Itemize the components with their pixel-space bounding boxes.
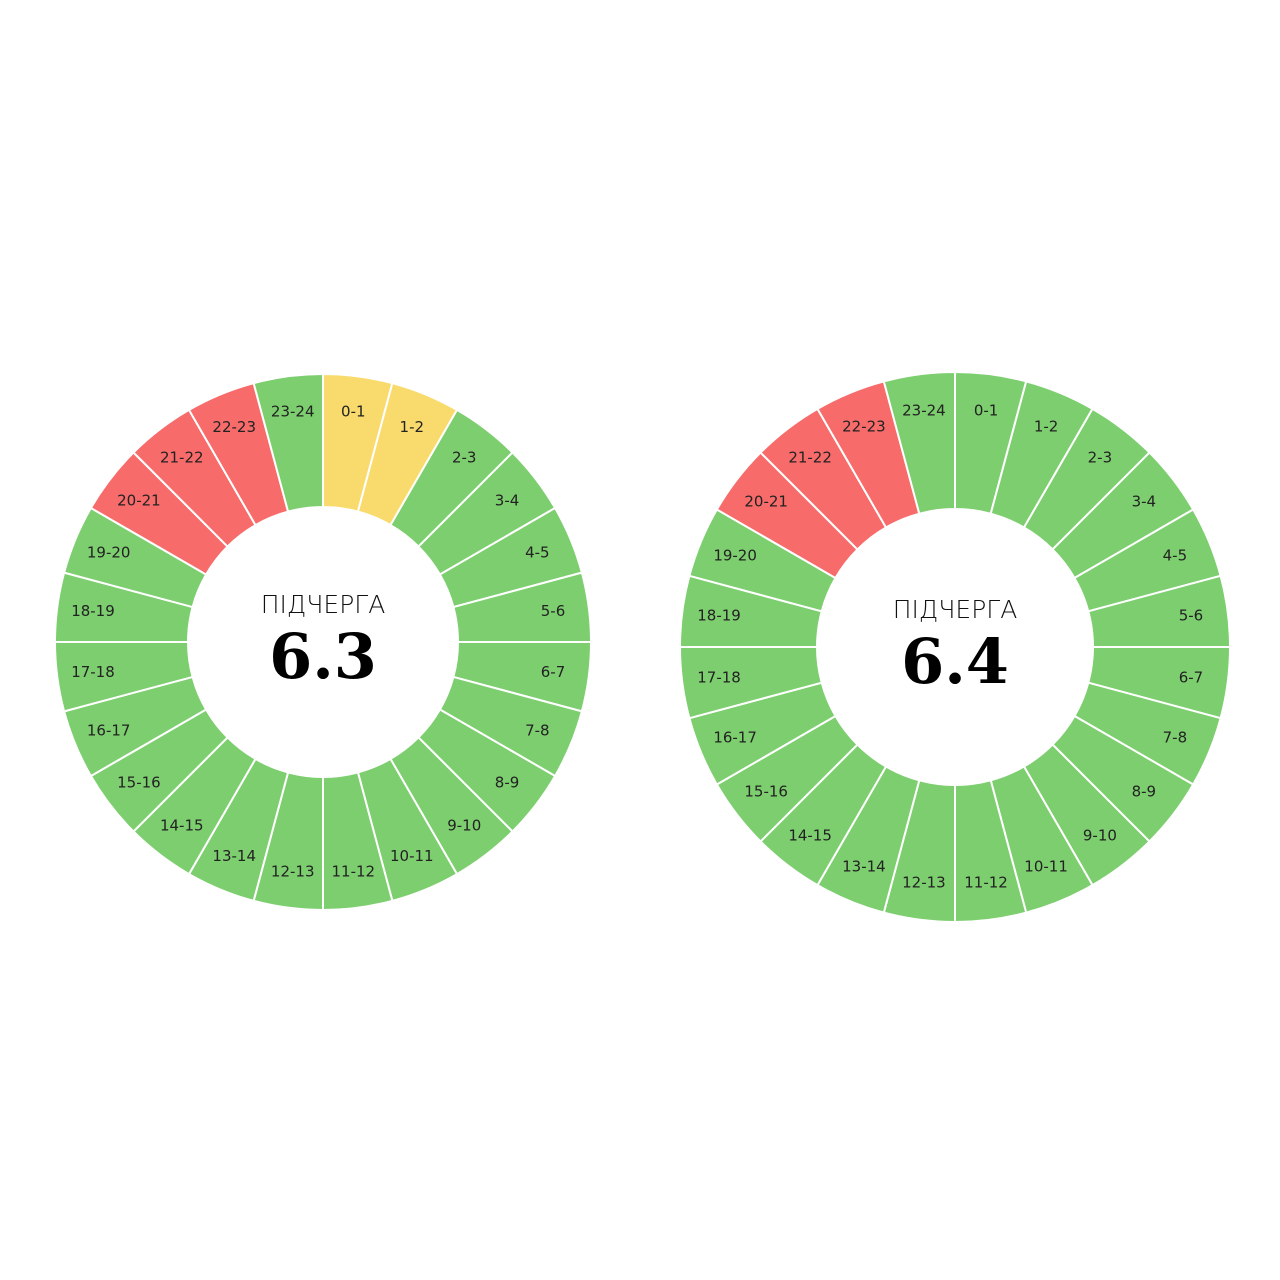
slot-label: 1-2 (400, 418, 425, 436)
slot-label: 8-9 (1132, 782, 1157, 800)
slot-label: 20-21 (117, 491, 161, 509)
slot-label: 21-22 (788, 449, 832, 467)
slot-label: 23-24 (902, 402, 946, 420)
slot-label: 2-3 (452, 448, 477, 466)
slot-label: 0-1 (341, 402, 366, 420)
slot-label: 3-4 (495, 491, 520, 509)
caption: ПІДЧЕРГА (893, 595, 1018, 624)
slot-label: 7-8 (525, 721, 550, 739)
slot-label: 5-6 (541, 602, 566, 620)
slot-label: 18-19 (71, 602, 115, 620)
slot-label: 14-15 (160, 817, 204, 835)
slot-segment (882, 370, 956, 515)
slot-label: 4-5 (1163, 546, 1188, 564)
slot-label: 6-7 (1179, 669, 1204, 687)
slot-label: 11-12 (964, 873, 1008, 891)
slot-label: 23-24 (271, 402, 315, 420)
slot-label: 17-18 (71, 663, 115, 681)
slot-label: 0-1 (974, 402, 999, 420)
slot-label: 14-15 (788, 826, 832, 844)
slot-label: 1-2 (1034, 418, 1059, 436)
slot-label: 15-16 (744, 782, 788, 800)
donut: 0-1 1-2 2-3 3-4 4-5 5-6 6-7 7-8 8-9 9-10 10-11 11-1… (678, 370, 1232, 924)
slot-label: 6-7 (541, 663, 566, 681)
slot-label: 13-14 (842, 857, 886, 875)
slot-label: 20-21 (744, 493, 788, 511)
slot-label: 15-16 (117, 774, 161, 792)
slot-label: 11-12 (331, 863, 375, 881)
slot-label: 12-13 (271, 863, 315, 881)
queue-number: 6.4 (901, 625, 1009, 698)
slot-label: 5-6 (1179, 606, 1204, 624)
caption: ПІДЧЕРГА (261, 590, 386, 619)
slot-label: 13-14 (212, 847, 256, 865)
slot-label: 22-23 (842, 418, 886, 436)
queue-number: 6.3 (269, 620, 377, 693)
slot-label: 21-22 (160, 448, 204, 466)
slot-label: 7-8 (1163, 729, 1188, 747)
slot-label: 22-23 (212, 418, 256, 436)
slot-label: 10-11 (1024, 857, 1068, 875)
slot-segment (252, 372, 324, 513)
slot-label: 9-10 (1083, 826, 1117, 844)
slot-label: 2-3 (1088, 449, 1113, 467)
slot-label: 9-10 (447, 817, 481, 835)
slot-label: 4-5 (525, 544, 550, 562)
slot-label: 16-17 (87, 721, 131, 739)
slot-label: 19-20 (713, 546, 757, 564)
donut: 0-1 1-2 2-3 3-4 4-5 5-6 6-7 7-8 8-9 9-10 10-11 11-1… (53, 372, 593, 912)
slot-label: 19-20 (87, 544, 131, 562)
slot-label: 17-18 (697, 669, 741, 687)
slot-label: 12-13 (902, 873, 946, 891)
slot-label: 3-4 (1132, 493, 1157, 511)
slot-label: 18-19 (697, 606, 741, 624)
slot-label: 10-11 (390, 847, 434, 865)
slot-label: 16-17 (713, 729, 757, 747)
slot-label: 8-9 (495, 774, 520, 792)
